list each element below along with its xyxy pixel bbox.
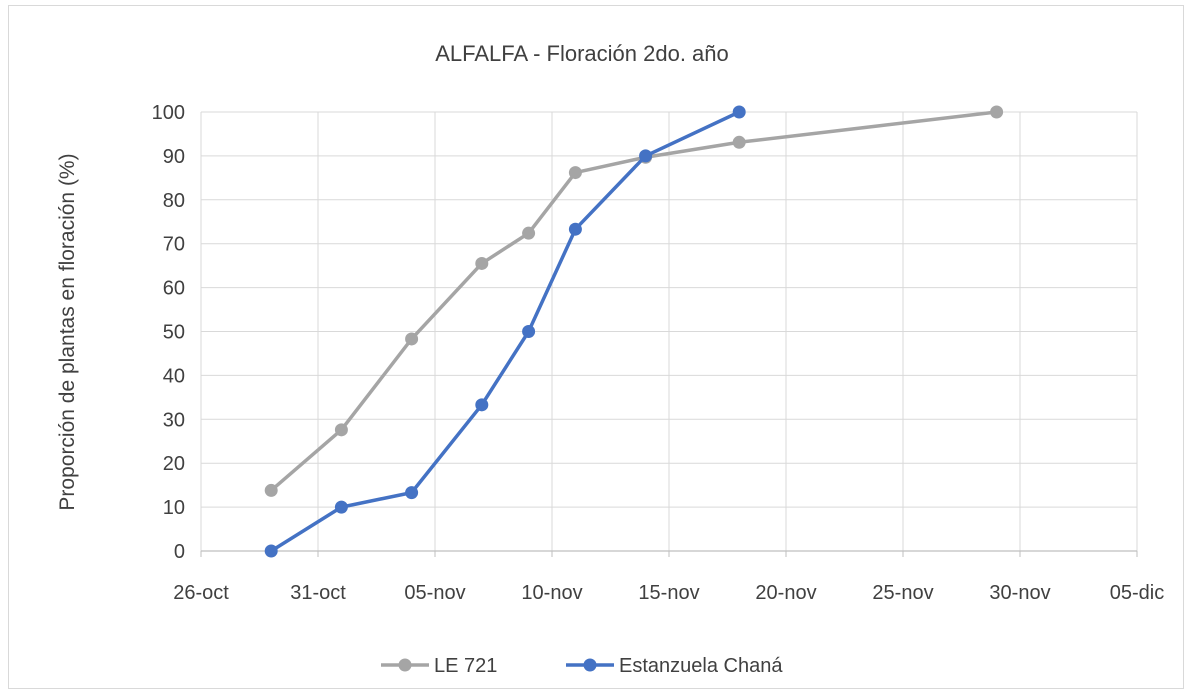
data-point (475, 398, 489, 412)
y-tick-label: 100 (152, 102, 185, 124)
legend: LE 721 Estanzuela Chaná (381, 655, 783, 677)
y-tick-label: 70 (163, 234, 185, 256)
data-point (264, 544, 278, 558)
y-tick-label: 90 (163, 146, 185, 168)
x-tick-label: 05-dic (1110, 582, 1164, 604)
chart-frame (8, 5, 1184, 689)
y-tick-label: 80 (163, 190, 185, 212)
legend-label: LE 721 (434, 655, 497, 677)
data-point (264, 483, 278, 497)
x-tick-label: 20-nov (755, 582, 816, 604)
data-point (405, 486, 419, 500)
data-point (334, 500, 348, 514)
y-tick-label: 10 (163, 497, 185, 519)
data-point (732, 105, 746, 119)
y-tick-label: 60 (163, 278, 185, 300)
x-tick-label: 30-nov (989, 582, 1050, 604)
y-tick-label: 0 (174, 541, 185, 563)
legend-marker (583, 658, 597, 672)
y-tick-label: 50 (163, 322, 185, 344)
y-tick-label: 30 (163, 409, 185, 431)
x-tick-label: 05-nov (404, 582, 465, 604)
x-tick-label: 26-oct (173, 582, 229, 604)
data-point (522, 226, 536, 240)
chart-title: ALFALFA - Floración 2do. año (435, 41, 729, 66)
x-tick-label: 15-nov (638, 582, 699, 604)
axes: 0 10 20 30 40 50 60 70 80 90 100 26-oct 31-oct 05-nov… (152, 102, 1165, 604)
data-point (639, 149, 653, 163)
data-point (568, 166, 582, 180)
data-point (334, 423, 348, 437)
data-point (522, 325, 536, 338)
series-line-1 (269, 110, 741, 553)
data-point (732, 135, 746, 149)
data-point (990, 105, 1004, 119)
legend-label: Estanzuela Chaná (619, 655, 783, 677)
y-tick-label: 40 (163, 365, 185, 387)
y-axis-title: Proporción de plantas en floración (%) (56, 153, 79, 510)
x-tick-label: 31-oct (290, 582, 346, 604)
gridlines (200, 111, 1138, 552)
data-point (405, 332, 419, 346)
y-tick-label: 20 (163, 453, 185, 475)
series-layer (264, 105, 1004, 558)
x-tick-label: 25-nov (872, 582, 933, 604)
data-point (568, 222, 582, 236)
data-point (475, 256, 489, 270)
legend-marker (398, 658, 412, 672)
x-tick-label: 10-nov (521, 582, 582, 604)
